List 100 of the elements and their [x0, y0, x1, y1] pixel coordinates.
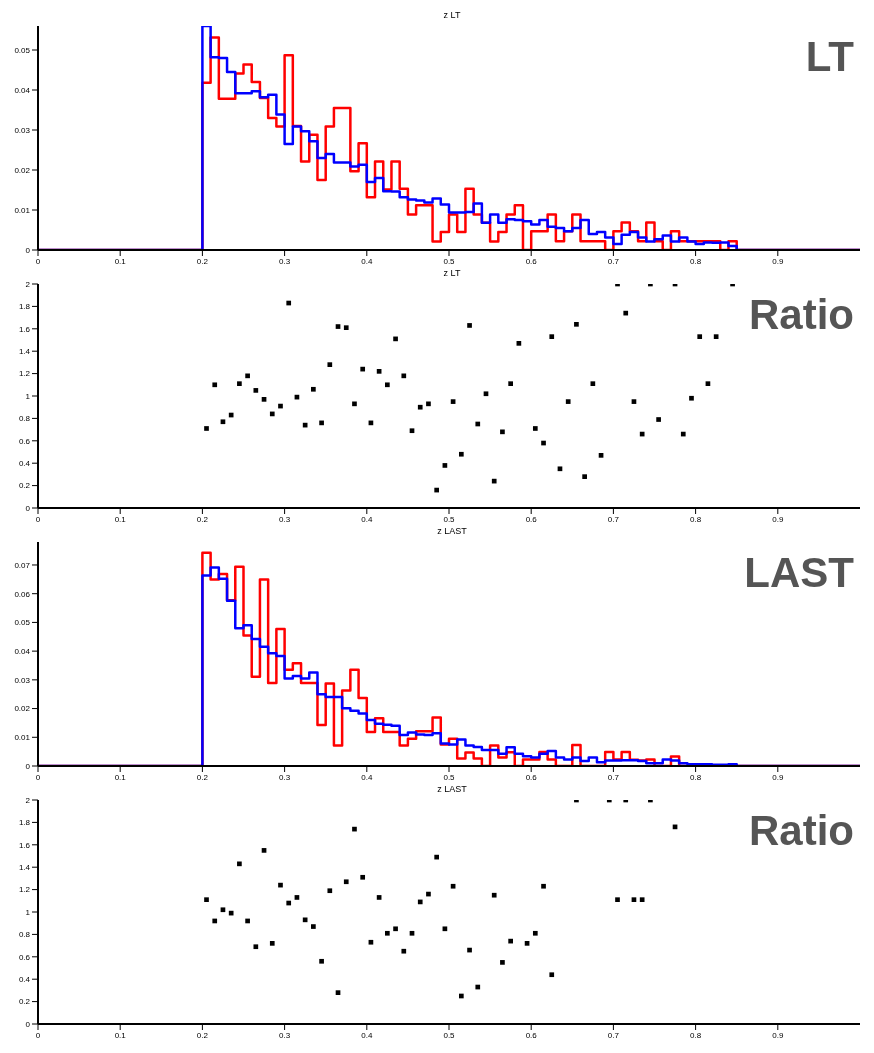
y-tick-label: 0.04 — [14, 646, 31, 656]
y-tick-label: 2 — [25, 795, 31, 805]
x-tick-label: 0.3 — [279, 256, 291, 266]
point — [574, 800, 579, 803]
x-tick-label: 0.8 — [690, 1030, 702, 1040]
y-tick-label: 0.02 — [14, 704, 31, 714]
x-tick-label: 0.8 — [690, 514, 702, 524]
x-tick-label: 0 — [35, 772, 41, 782]
point — [335, 990, 341, 995]
point — [467, 947, 472, 953]
x-tick-label: 0.3 — [279, 772, 291, 782]
y-tick-label: 0.03 — [14, 675, 31, 685]
point — [360, 874, 366, 880]
y-tick-label: 0.8 — [18, 930, 31, 940]
x-tick-label: 0.6 — [525, 772, 538, 782]
x-tick-label: 0.2 — [196, 772, 209, 782]
x-tick-label: 0.1 — [114, 256, 127, 266]
point — [327, 888, 333, 894]
x-tick-label: 0.2 — [196, 256, 209, 266]
y-tick-label: 0.2 — [18, 481, 31, 491]
y-tick-label: 0.07 — [14, 560, 31, 570]
x-tick-label: 0.4 — [361, 514, 373, 524]
point — [368, 939, 374, 945]
x-tick-label: 0.6 — [525, 514, 538, 524]
point — [450, 883, 456, 889]
y-tick-label: 1.6 — [18, 324, 31, 334]
y-tick-label: 0 — [25, 761, 31, 771]
point — [228, 910, 234, 916]
chart-title: z LT — [442, 9, 462, 22]
point — [475, 984, 481, 990]
y-tick-label: 1.2 — [18, 885, 31, 895]
y-tick-label: 0.05 — [14, 618, 31, 628]
x-tick-label: 0.5 — [443, 514, 456, 524]
point — [500, 960, 505, 965]
x-tick-label: 0 — [35, 256, 41, 266]
x-tick-label: 0.1 — [114, 514, 127, 524]
point — [220, 907, 226, 913]
point — [311, 924, 316, 929]
y-tick-label: 0.01 — [14, 205, 31, 215]
point — [508, 938, 513, 944]
y-tick-label: 0.6 — [18, 436, 31, 446]
y-tick-label: 0.8 — [18, 414, 31, 424]
y-tick-label: 0.05 — [14, 45, 31, 55]
x-tick-label: 0.7 — [607, 514, 620, 524]
x-tick-label: 0.9 — [772, 772, 784, 782]
y-tick-label: 1.4 — [18, 347, 31, 357]
point — [648, 800, 653, 803]
x-tick-label: 0.6 — [525, 1030, 538, 1040]
x-tick-label: 0.9 — [772, 1030, 784, 1040]
x-tick-label: 0.4 — [361, 772, 373, 782]
y-tick-label: 0.6 — [18, 952, 31, 962]
x-tick-label: 0.5 — [443, 256, 456, 266]
point — [532, 930, 538, 936]
y-tick-label: 2 — [25, 279, 31, 289]
point — [261, 848, 267, 853]
y-tick-label: 1.8 — [18, 302, 31, 312]
y-tick-label: 0.06 — [14, 589, 31, 599]
x-tick-label: 0.9 — [772, 514, 784, 524]
x-tick-label: 0.9 — [772, 256, 784, 266]
chart-title: z LAST — [436, 783, 468, 796]
point — [458, 993, 464, 999]
annotation: LT — [805, 33, 854, 80]
y-tick-label: 1 — [25, 907, 31, 917]
point — [237, 861, 242, 867]
point — [278, 882, 283, 888]
y-tick-label: 0.4 — [18, 975, 31, 985]
x-tick-label: 0.7 — [607, 772, 620, 782]
x-tick-label: 0.1 — [114, 1030, 127, 1040]
x-tick-label: 0.8 — [690, 256, 702, 266]
point — [269, 941, 275, 946]
y-tick-label: 0 — [25, 245, 31, 255]
x-tick-label: 0.7 — [607, 256, 620, 266]
point — [319, 958, 324, 964]
y-tick-label: 1.6 — [18, 840, 31, 850]
y-tick-label: 1.8 — [18, 818, 31, 828]
chart-title: z LAST — [436, 525, 468, 538]
point — [417, 899, 423, 905]
point — [294, 895, 300, 900]
annotation: LAST — [744, 549, 854, 596]
point — [631, 897, 637, 903]
point — [385, 930, 390, 936]
x-tick-label: 0.6 — [525, 256, 538, 266]
y-tick-label: 1.2 — [18, 369, 31, 379]
chart-title: z LT — [442, 267, 462, 280]
y-tick-label: 0 — [25, 503, 31, 513]
point — [212, 918, 218, 924]
y-tick-label: 1 — [25, 391, 31, 401]
point — [434, 854, 440, 860]
point — [541, 883, 546, 889]
point — [376, 895, 382, 900]
y-tick-label: 0.02 — [14, 165, 31, 175]
point — [253, 944, 259, 950]
x-tick-label: 0.2 — [196, 514, 209, 524]
y-tick-label: 0.01 — [14, 733, 31, 743]
y-tick-label: 0.04 — [14, 85, 31, 95]
x-tick-label: 0 — [35, 514, 41, 524]
x-tick-label: 0.4 — [361, 256, 373, 266]
point — [302, 917, 308, 923]
x-tick-label: 0 — [35, 1030, 41, 1040]
point — [639, 897, 645, 903]
